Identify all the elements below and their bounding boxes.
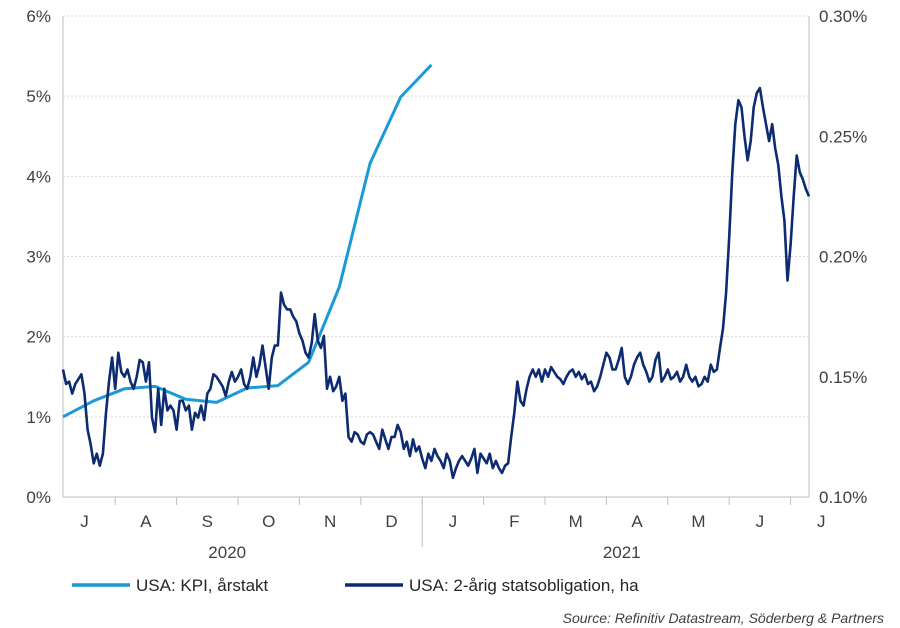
left-tick-label: 4% [26,167,51,186]
legend: USA: KPI, årstakt USA: 2-årig statsobliga… [72,576,639,595]
series-lines [61,63,811,480]
left-tick-label: 1% [26,408,51,427]
left-axis-tick-labels: 0% 1% 2% 3% 4% 5% 6% [26,7,51,507]
month-label: O [262,512,275,531]
right-tick-label: 0.30% [819,7,867,26]
series-line-usa-2-rig-statsobligation-ha [61,86,811,480]
month-label: A [631,512,643,531]
left-tick-label: 3% [26,248,51,267]
month-label: M [691,512,705,531]
month-label: J [817,512,826,531]
month-label: F [509,512,519,531]
month-label: D [385,512,397,531]
right-tick-label: 0.25% [819,127,867,146]
grid-lines [63,15,809,418]
left-tick-label: 2% [26,328,51,347]
legend-label: USA: 2-årig statsobligation, ha [409,576,639,595]
left-tick-label: 6% [26,7,51,26]
month-label: J [80,512,89,531]
legend-label: USA: KPI, årstakt [136,576,269,595]
month-label: J [449,512,458,531]
month-label: J [756,512,765,531]
month-label: S [202,512,213,531]
right-tick-label: 0.10% [819,488,867,507]
axes [62,16,810,498]
month-label: N [324,512,336,531]
year-label: 2020 [208,543,246,562]
right-tick-label: 0.15% [819,368,867,387]
year-label: 2021 [603,543,641,562]
right-tick-label: 0.20% [819,248,867,267]
left-tick-label: 5% [26,87,51,106]
source-note: Source: Refinitiv Datastream, Söderberg … [563,610,884,626]
left-tick-label: 0% [26,488,51,507]
month-label: A [140,512,152,531]
x-axis-year-labels: 2020 2021 [208,543,640,562]
right-axis-tick-labels: 0.10% 0.15% 0.20% 0.25% 0.30% [819,7,867,507]
month-label: M [569,512,583,531]
